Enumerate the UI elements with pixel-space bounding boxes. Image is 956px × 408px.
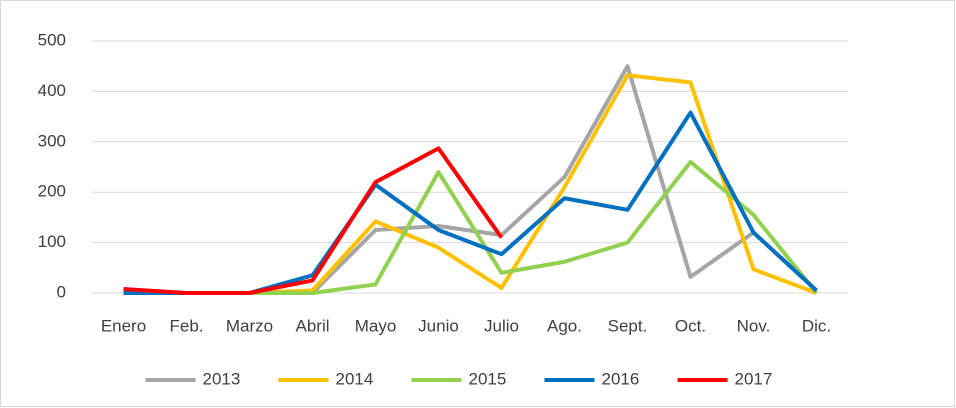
x-tick-label: Ago. <box>547 316 582 335</box>
legend-label: 2013 <box>203 369 241 388</box>
x-tick-label: Enero <box>101 316 146 335</box>
y-tick-label: 0 <box>57 282 66 301</box>
y-tick-label: 300 <box>38 131 66 150</box>
x-tick-label: Feb. <box>169 316 203 335</box>
legend-label: 2015 <box>469 369 507 388</box>
legend-label: 2017 <box>735 369 773 388</box>
x-tick-label: Abril <box>295 316 329 335</box>
y-tick-label: 500 <box>38 30 66 49</box>
x-tick-label: Julio <box>484 316 519 335</box>
y-tick-label: 200 <box>38 182 66 201</box>
legend-label: 2016 <box>602 369 640 388</box>
legend-label: 2014 <box>336 369 374 388</box>
x-tick-label: Marzo <box>226 316 273 335</box>
x-tick-label: Nov. <box>737 316 771 335</box>
x-tick-label: Dic. <box>802 316 831 335</box>
x-tick-label: Mayo <box>355 316 397 335</box>
x-tick-label: Junio <box>418 316 459 335</box>
y-tick-label: 100 <box>38 232 66 251</box>
x-tick-label: Oct. <box>675 316 706 335</box>
x-tick-label: Sept. <box>608 316 648 335</box>
y-tick-label: 400 <box>38 81 66 100</box>
series-line <box>123 146 504 295</box>
